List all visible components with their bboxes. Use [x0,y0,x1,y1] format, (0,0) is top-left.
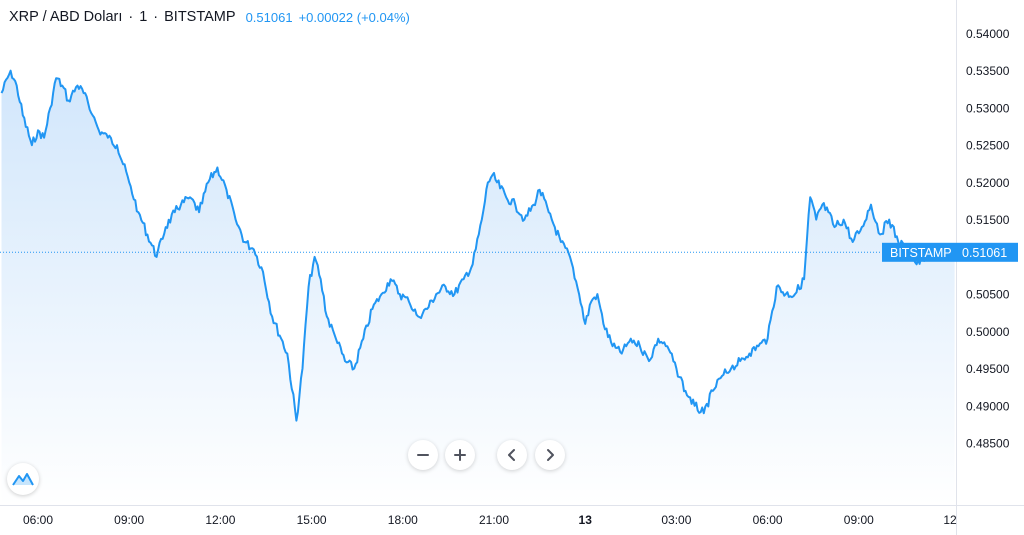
price-tick-label: 0.52000 [966,176,1010,190]
price-tag-background [882,242,1018,262]
scroll-left-button[interactable] [497,440,527,470]
price-tick-label: 0.48500 [966,437,1010,451]
price-tick-label: 0.50000 [966,325,1010,339]
header-separator: · [153,9,159,25]
price-line [0,69,956,422]
tradingview-logo-icon [12,473,34,486]
symbol-header: XRP / ABD Doları · 1 · BITSTAMP 0.51061 … [9,6,410,28]
header-separator: · [128,9,134,25]
price-tick-label: 0.54000 [966,27,1010,41]
time-tick-label: 03:00 [661,513,691,527]
chevron-left-icon [508,449,515,461]
time-axis[interactable]: 06:00 09:00 12:00 15:00 18:00 21:00 13 03:00 06:… [23,513,957,527]
minus-icon [417,454,429,456]
time-tick-label: 09:00 [114,513,144,527]
price-tick-label: 0.52500 [966,139,1010,153]
plus-icon [454,449,466,461]
chevron-right-icon [547,449,554,461]
price-tick-label: 0.49000 [966,399,1010,413]
tradingview-logo-button[interactable] [7,463,39,495]
price-tick-label: 0.49500 [966,362,1010,376]
time-tick-label: 12 [943,513,957,527]
price-tick-label: 0.53500 [966,64,1010,78]
scroll-right-button[interactable] [535,440,565,470]
interval-label: 1 [139,9,148,25]
price-tag-exchange: BITSTAMP [890,246,952,260]
price-tick-label: 0.53000 [966,102,1010,116]
price-area-fill [1,70,955,505]
price-tag-value: 0.51061 [962,246,1007,260]
plot-area [0,69,956,505]
time-tick-label: 06:00 [753,513,783,527]
zoom-in-button[interactable] [445,440,475,470]
time-tick-label: 15:00 [297,513,327,527]
price-tick-label: 0.50500 [966,288,1010,302]
symbol-name: XRP / ABD Doları [9,9,123,25]
time-tick-label: 13 [579,513,593,527]
last-price-marker: BITSTAMP 0.51061 [882,242,1018,262]
time-tick-label: 12:00 [205,513,235,527]
last-price: 0.51061 [245,9,293,25]
time-tick-label: 09:00 [844,513,874,527]
time-tick-label: 18:00 [388,513,418,527]
exchange-label: BITSTAMP [164,9,236,25]
time-tick-label: 21:00 [479,513,509,527]
price-axis[interactable]: 0.54000 0.53500 0.53000 0.52500 0.52000 0.515… [966,27,1010,451]
price-tick-label: 0.51500 [966,213,1010,227]
zoom-out-button[interactable] [408,440,438,470]
price-change: +0.00022 (+0.04%) [298,9,410,25]
time-tick-label: 06:00 [23,513,53,527]
